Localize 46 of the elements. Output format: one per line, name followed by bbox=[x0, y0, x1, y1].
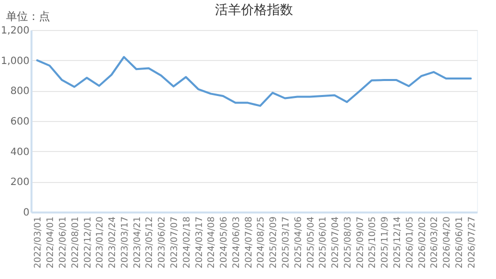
x-tick-label: 2025/12/14 bbox=[392, 216, 403, 268]
x-tick-label: 2024/03/17 bbox=[194, 216, 205, 268]
x-tick-label: 2024/05/06 bbox=[220, 216, 230, 268]
x-tick-label: 2025/03/17 bbox=[281, 216, 292, 268]
y-tick-label: 1,000 bbox=[0, 56, 30, 67]
chart-title: 活羊价格指数 bbox=[215, 3, 293, 18]
y-tick-label: 600 bbox=[10, 116, 30, 128]
x-tick-label: 2023/06/02 bbox=[158, 216, 168, 268]
y-tick-label: 200 bbox=[10, 177, 30, 188]
x-tick-label: 2023/04/21 bbox=[132, 216, 143, 268]
x-tick-label: 2025/08/03 bbox=[343, 216, 354, 268]
x-tick-label: 2026/02/02 bbox=[418, 216, 428, 268]
x-tick-label: 2025/05/04 bbox=[306, 216, 316, 268]
x-tick-label: 2026/01/05 bbox=[405, 216, 416, 268]
x-tick-label: 2024/07/08 bbox=[244, 216, 254, 268]
x-tick-label: 2022/06/01 bbox=[58, 216, 68, 268]
x-tick-label: 2024/08/25 bbox=[256, 216, 267, 268]
x-tick-label: 2022/08/01 bbox=[70, 216, 81, 268]
x-tick-label: 2022/12/01 bbox=[83, 216, 94, 268]
x-tick-label: 2023/05/12 bbox=[145, 216, 156, 268]
x-tick-label: 2023/03/17 bbox=[120, 216, 130, 268]
x-tick-label: 2025/10/05 bbox=[368, 216, 378, 268]
x-tick-label: 2022/03/01 bbox=[34, 216, 44, 268]
x-tick-label: 2023/02/24 bbox=[108, 216, 118, 268]
y-tick-label: 0 bbox=[23, 208, 30, 218]
y-tick-label: 400 bbox=[10, 146, 30, 158]
text: 单位：点 bbox=[6, 9, 50, 24]
x-tick-label: 2024/02/18 bbox=[182, 216, 192, 268]
x-tick-label: 2025/02/09 bbox=[269, 216, 280, 268]
x-tick-label: 2025/06/01 bbox=[318, 216, 329, 268]
x-tick-label: 2025/07/04 bbox=[331, 216, 342, 268]
x-tick-label: 2026/04/20 bbox=[442, 216, 453, 268]
x-tick-label: 2025/09/07 bbox=[356, 216, 366, 268]
x-tick-label: 2023/07/07 bbox=[170, 216, 180, 268]
y-tick-label: 1,200 bbox=[0, 26, 30, 36]
x-tick-label: 2023/01/20 bbox=[96, 216, 106, 268]
x-tick-label: 2022/04/01 bbox=[46, 216, 56, 268]
line-series bbox=[36, 56, 472, 107]
x-tick-label: 2025/04/06 bbox=[294, 216, 304, 268]
x-tick-label: 2024/06/03 bbox=[232, 216, 242, 268]
x-tick-label: 2026/03/02 bbox=[430, 216, 440, 268]
x-tick-label: 2026/06/01 bbox=[454, 216, 465, 268]
x-tick-label: 2024/04/08 bbox=[207, 216, 218, 268]
y-tick-label: 800 bbox=[10, 86, 30, 98]
x-tick-label: 2026/07/27 bbox=[467, 216, 478, 268]
x-tick-label: 2025/11/09 bbox=[380, 216, 391, 268]
